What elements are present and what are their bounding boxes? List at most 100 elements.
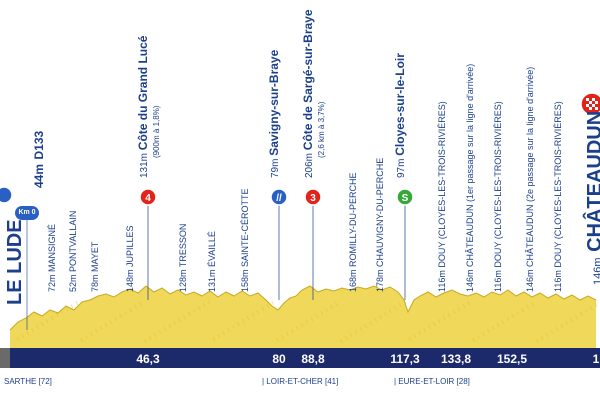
terrain-texture [359,326,363,332]
place-label: 148m JUPILLES [120,225,138,292]
terrain-texture [212,336,216,342]
terrain-texture [109,319,113,325]
place-name: MAYET [90,241,100,272]
key-point-label: 206m Côte de Sargé-sur-Braye (2,6 km à 3,… [299,9,326,178]
terrain-texture [50,315,54,321]
key-point-climb-detail: (2,6 km à 3,7%) [317,101,326,158]
start-town-label: LE LUDE [4,219,26,305]
terrain-texture [418,330,422,336]
terrain-texture [526,304,529,310]
place-name: PONTVALLAIN [68,210,78,272]
terrain-texture [457,306,461,312]
terrain-texture [437,318,441,324]
terrain-texture [477,334,480,340]
terrain-texture [364,323,368,329]
terrain-area [10,286,596,348]
terrain-texture [246,315,250,321]
place-label: 116m DOUY (CLOYES-LES-TROIS-RIVIÈRES) [432,101,450,292]
place-name: ROMILLY-DU-PERCHE [348,172,358,267]
place-name: ÉVAILLÉ [207,231,217,267]
terrain-texture [575,314,578,320]
terrain-texture [428,324,431,330]
terrain-texture [423,327,426,333]
terrain-texture [202,302,206,308]
key-point-name: Cloyes-sur-le-Loir [393,53,407,156]
terrain-texture [305,319,309,325]
terrain-texture [511,313,515,319]
terrain-texture [148,335,152,341]
department-label: SARTHE [72] [4,377,52,386]
key-point-altitude: 206m [304,150,315,178]
terrain-texture [330,304,333,310]
terrain-texture [266,303,270,309]
terrain-texture [300,322,304,328]
key-point-label: 131m Côte du Grand Lucé (900m à 1,8%) [134,36,161,178]
place-label: 78m MAYET [85,242,103,292]
terrain-texture [153,332,157,338]
terrain-texture [315,313,319,319]
terrain-texture [545,332,549,338]
terrain-texture [139,301,142,307]
place-label: 116m DOUY (CLOYES-LES-TROIS-RIVIÈRES) [548,101,566,292]
terrain-texture [271,300,275,306]
terrain-texture [555,326,559,332]
place-altitude: 168m [348,266,358,292]
key-point-badge-text: 3 [310,193,316,204]
distance-km-label: 117,3 [390,352,420,366]
key-point-altitude: 97m [396,155,407,178]
terrain-texture [325,307,328,313]
place-altitude: 52m [68,271,78,292]
place-altitude: 128m [178,267,188,292]
terrain-texture [339,338,343,344]
terrain-texture [124,310,128,316]
place-altitude: 116m [437,267,447,292]
terrain-texture [31,327,34,333]
place-altitude: 158m [240,266,250,292]
terrain-texture [55,312,59,318]
km0-badge [15,206,39,220]
terrain-texture [256,309,260,315]
terrain-texture [134,304,137,310]
terrain-texture [281,334,284,340]
terrain-texture [114,316,118,322]
place-label: 116m DOUY (CLOYES-LES-TROIS-RIVIÈRES) [488,101,506,292]
terrain-texture [447,312,451,318]
terrain-texture [540,335,544,341]
distance-km-label: 1 [592,352,600,366]
terrain-texture [163,326,167,332]
terrain-texture [442,315,446,321]
terrain-texture [158,329,162,335]
terrain-texture [408,336,412,342]
terrain-texture [560,323,564,329]
place-label: 158m SAINTE-CÉROTTE [235,188,253,292]
key-point-badge-text: 4 [145,193,151,204]
place-altitude: 131m [207,266,217,292]
terrain-texture [379,314,382,320]
place-name: SAINTE-CÉROTTE [240,188,250,267]
terrain-texture [531,301,534,307]
terrain-texture [486,328,490,334]
terrain-texture [26,330,30,336]
finish-flag-check [592,98,595,101]
terrain-texture [310,316,314,322]
terrain-texture [21,333,25,339]
terrain-texture [251,312,255,318]
finish-flag-check [586,98,589,101]
terrain-texture [393,305,397,311]
finish-flag-check [589,107,592,110]
key-point-label: 79m Savigny-sur-Braye [265,50,283,178]
terrain-texture [197,305,201,311]
place-altitude: 78m [90,271,100,292]
terrain-texture [290,328,294,334]
key-point-name: Savigny-sur-Braye [267,49,281,156]
terrain-texture [388,308,392,314]
place-name: DOUY (CLOYES-LES-TROIS-RIVIÈRES) [437,101,447,268]
distance-km-label: 88,8 [301,352,325,366]
place-name: TRESSON [178,223,188,268]
place-altitude: 146m [465,266,475,292]
terrain-texture [452,309,456,315]
terrain-texture [143,338,147,344]
terrain-texture [173,320,177,326]
